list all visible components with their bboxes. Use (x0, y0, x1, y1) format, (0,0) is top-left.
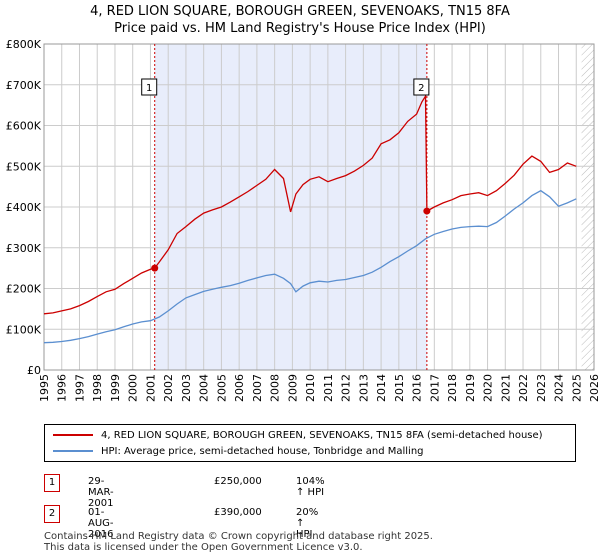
transaction-hpi: 20% ↑ HPI (296, 507, 319, 540)
transaction-number: 2 (44, 505, 60, 523)
y-tick-label: £800K (6, 38, 42, 51)
x-tick-label: 2002 (162, 374, 175, 402)
x-tick-label: 2011 (322, 374, 335, 402)
x-tick-label: 2015 (393, 374, 406, 402)
transaction-number: 1 (44, 474, 60, 492)
transaction-date: 01-AUG-2016 (88, 507, 114, 540)
sale-badge-box (413, 78, 430, 96)
hpi-series-line (43, 189, 577, 344)
sale-badge-box (141, 78, 158, 96)
transaction-price: £390,000 (214, 507, 262, 518)
x-tick-label: 2021 (499, 374, 512, 402)
x-tick-label: 2025 (570, 374, 583, 402)
plot-frame (43, 43, 595, 371)
sale-point (151, 264, 159, 272)
y-tick-label: £300K (6, 242, 42, 255)
x-tick-label: 2001 (144, 374, 157, 402)
transaction-hpi: 104% ↑ HPI (296, 476, 325, 498)
footer-licence: This data is licensed under the Open Gov… (44, 542, 363, 553)
price-chart: £0 £100K £200K £300K £400K £500K £600K £700K £80… (6, 38, 600, 402)
x-tick-label: 2022 (517, 374, 530, 402)
x-tick-label: 2014 (375, 374, 388, 402)
legend-hpi-line (53, 450, 93, 452)
x-tick-label: 2012 (340, 374, 353, 402)
x-tick-label: 2020 (482, 374, 495, 402)
x-tick-label: 2018 (446, 374, 459, 402)
x-tick-label: 1997 (73, 374, 86, 402)
sale-badge-label: 2 (418, 83, 424, 94)
x-tick-label: 2003 (180, 374, 193, 402)
sale-point (423, 207, 431, 215)
legend-item-hpi: HPI: Average price, semi-detached house,… (53, 444, 424, 460)
y-tick-label: £200K (6, 283, 42, 296)
legend: 4, RED LION SQUARE, BOROUGH GREEN, SEVEN… (44, 424, 576, 462)
x-tick-label: 2017 (428, 374, 441, 402)
x-tick-label: 2004 (198, 374, 211, 402)
x-tick-label: 2006 (233, 374, 246, 402)
x-tick-label: 2019 (464, 374, 477, 402)
x-tick-label: 2009 (286, 374, 299, 402)
x-tick-label: 1999 (109, 374, 122, 402)
legend-property-label: 4, RED LION SQUARE, BOROUGH GREEN, SEVEN… (101, 430, 543, 441)
x-tick-label: 2024 (553, 374, 566, 402)
x-tick-label: 1998 (91, 374, 104, 402)
transaction-price: £250,000 (214, 476, 262, 487)
chart-subtitle: Price paid vs. HM Land Registry's House … (114, 21, 486, 36)
legend-hpi-label: HPI: Average price, semi-detached house,… (101, 446, 424, 457)
x-tick-label: 2010 (304, 374, 317, 402)
x-tick-label: 2005 (215, 374, 228, 402)
y-tick-label: £500K (6, 160, 42, 173)
x-tick-label: 2013 (357, 374, 370, 402)
chart-title: 4, RED LION SQUARE, BOROUGH GREEN, SEVEN… (90, 4, 510, 19)
y-tick-label: £100K (6, 323, 42, 336)
x-tick-label: 2023 (535, 374, 548, 402)
y-tick-label: £700K (6, 79, 42, 92)
x-tick-label: 2026 (588, 374, 600, 402)
x-tick-label: 2008 (269, 374, 282, 402)
transaction-date: 29-MAR-2001 (88, 476, 114, 509)
x-tick-label: 2000 (127, 374, 140, 402)
y-tick-label: £0 (27, 364, 41, 377)
x-tick-label: 1996 (56, 374, 69, 402)
y-tick-label: £600K (6, 120, 42, 133)
legend-property-line (53, 434, 93, 436)
sale-badge-label: 1 (146, 83, 152, 94)
x-tick-label: 2007 (251, 374, 264, 402)
legend-item-property: 4, RED LION SQUARE, BOROUGH GREEN, SEVEN… (53, 428, 543, 444)
x-tick-label: 1995 (38, 374, 51, 402)
x-tick-label: 2016 (411, 374, 424, 402)
y-tick-label: £400K (6, 201, 42, 214)
property-series-line (43, 93, 577, 315)
footer-copyright: Contains HM Land Registry data © Crown c… (44, 531, 433, 542)
